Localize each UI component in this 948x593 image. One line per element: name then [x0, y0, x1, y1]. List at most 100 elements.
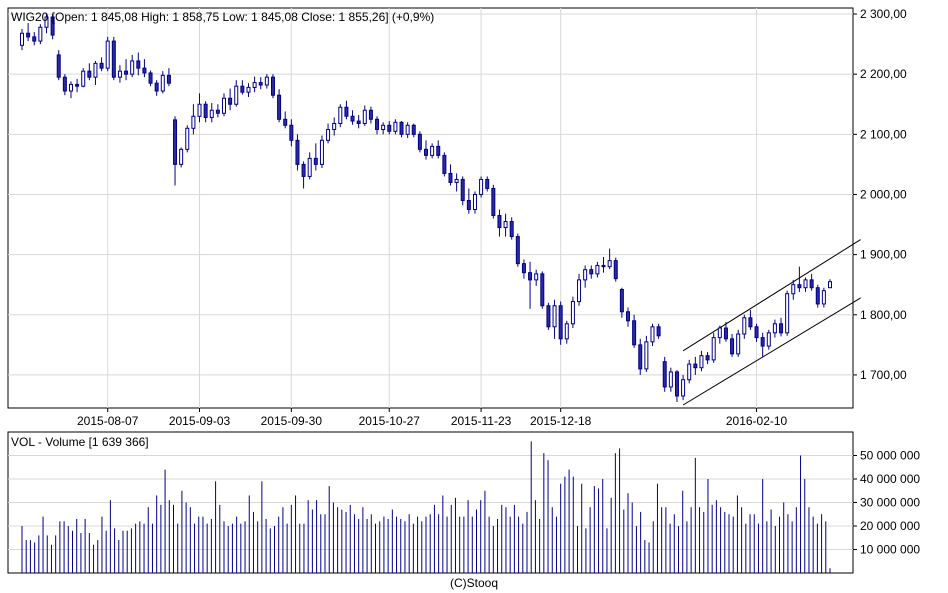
- candle-body: [301, 163, 306, 177]
- candle: [56, 50, 61, 81]
- candle: [142, 59, 147, 78]
- candle-body: [38, 26, 43, 42]
- candle: [166, 68, 171, 87]
- volume-title: VOL - Volume [1 639 366]: [11, 435, 149, 449]
- candle: [234, 80, 239, 107]
- candle: [75, 78, 80, 93]
- price-y-tick-label: 1 800,00: [860, 308, 907, 322]
- candle-body: [528, 272, 533, 281]
- candle: [674, 370, 679, 402]
- volume-y-tick-label: 20 000 000: [860, 519, 920, 533]
- candle-body: [319, 139, 324, 165]
- trend-channel: [682, 239, 861, 406]
- candle: [307, 152, 312, 180]
- candle-body: [338, 106, 343, 124]
- candle: [240, 80, 245, 95]
- candle: [270, 74, 275, 99]
- candle: [607, 248, 612, 270]
- candle: [534, 269, 539, 286]
- candle: [485, 176, 490, 192]
- candle: [50, 14, 55, 40]
- candle: [62, 74, 67, 96]
- candle-body: [160, 74, 165, 92]
- candle: [791, 279, 796, 300]
- candle: [387, 121, 392, 135]
- candle-body: [117, 70, 122, 78]
- candle-body: [148, 72, 153, 84]
- volume-y-tick-label: 50 000 000: [860, 449, 920, 463]
- x-tick-label: 2015-08-07: [77, 414, 139, 428]
- candle-body: [356, 120, 361, 124]
- candle: [124, 59, 129, 81]
- candle: [32, 32, 37, 46]
- volume-panel: 10 000 000 20 000 000 30 000 000 40 000 000…: [7, 431, 920, 574]
- candle: [68, 81, 73, 99]
- candle-body: [619, 289, 624, 313]
- candle: [601, 257, 606, 273]
- candle: [558, 301, 563, 345]
- candle-body: [222, 97, 226, 114]
- candle: [424, 140, 428, 160]
- x-tick-label: 2015-09-30: [261, 414, 323, 428]
- candle-body: [20, 32, 24, 46]
- candle: [368, 106, 373, 124]
- candle-body: [485, 178, 490, 189]
- candle: [466, 188, 471, 214]
- candle: [828, 279, 832, 289]
- candle-body: [252, 82, 257, 88]
- candle: [283, 111, 288, 129]
- candle-body: [375, 118, 380, 131]
- candle: [619, 287, 624, 318]
- candle-body: [693, 363, 698, 369]
- channel-line-upper: [682, 239, 861, 352]
- candle-body: [583, 269, 588, 281]
- candle: [313, 143, 318, 171]
- candle: [546, 302, 551, 330]
- candle: [117, 65, 122, 83]
- candle: [197, 93, 202, 123]
- candle: [821, 287, 826, 308]
- candle-body: [589, 269, 594, 275]
- candle-body: [44, 16, 49, 28]
- candle: [785, 290, 790, 336]
- price-candles: [20, 14, 832, 402]
- candle: [252, 76, 257, 93]
- candle-body: [552, 305, 557, 328]
- candle: [44, 14, 49, 34]
- candle: [742, 314, 747, 339]
- candle-body: [399, 121, 404, 135]
- candle: [203, 101, 208, 123]
- candle-body: [717, 327, 722, 339]
- volume-y-tick-label: 10 000 000: [860, 543, 920, 557]
- candle-body: [191, 115, 196, 129]
- candle-body: [809, 279, 814, 289]
- candle-body: [154, 82, 159, 92]
- candle: [509, 217, 514, 240]
- candle-body: [289, 124, 294, 141]
- candle-body: [166, 74, 171, 84]
- x-tick-label: 2015-09-03: [169, 414, 231, 428]
- candle: [472, 191, 477, 214]
- candle: [105, 36, 110, 72]
- price-y-tick-label: 2 200,00: [860, 67, 907, 81]
- candle-body: [387, 124, 392, 132]
- candle: [258, 77, 263, 90]
- candle: [577, 273, 582, 306]
- candle: [521, 259, 526, 279]
- candle-body: [307, 157, 312, 177]
- candle-body: [350, 115, 355, 122]
- candle: [662, 356, 667, 392]
- candle: [479, 176, 484, 198]
- candle: [613, 257, 618, 282]
- price-y-axis: 1 700,00 1 800,00 1 900,00 2 000,00 2 100,00…: [853, 7, 907, 382]
- channel-line-lower: [682, 297, 861, 406]
- candle: [319, 135, 324, 168]
- candle: [570, 296, 575, 328]
- candle: [26, 23, 31, 42]
- candle-body: [295, 139, 300, 165]
- candle: [681, 374, 686, 401]
- candle: [344, 100, 349, 120]
- candle: [644, 335, 649, 372]
- candle-body: [644, 341, 649, 370]
